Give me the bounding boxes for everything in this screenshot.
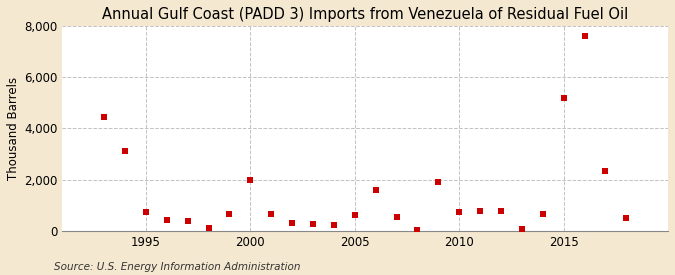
Point (495, 209, 506, 213)
Point (412, 227, 423, 232)
Point (99, 115, 109, 119)
Y-axis label: Thousand Barrels: Thousand Barrels (7, 77, 20, 180)
Point (621, 216, 632, 220)
Point (182, 219, 193, 223)
Point (579, 34, 590, 38)
Point (475, 209, 485, 213)
Point (203, 226, 214, 230)
Point (287, 221, 298, 225)
Point (266, 211, 277, 216)
Point (391, 215, 402, 219)
Point (537, 211, 548, 216)
Point (516, 227, 527, 231)
Point (119, 149, 130, 154)
Point (140, 210, 151, 214)
Point (224, 211, 235, 216)
Point (308, 222, 319, 226)
Text: Source: U.S. Energy Information Administration: Source: U.S. Energy Information Administ… (54, 262, 300, 272)
Point (371, 188, 381, 193)
Point (454, 210, 464, 214)
Point (329, 223, 340, 227)
Title: Annual Gulf Coast (PADD 3) Imports from Venezuela of Residual Fuel Oil: Annual Gulf Coast (PADD 3) Imports from … (102, 7, 628, 22)
Point (600, 169, 611, 174)
Point (350, 213, 360, 217)
Point (558, 95, 569, 100)
Point (161, 218, 172, 222)
Point (433, 180, 443, 184)
Point (245, 178, 256, 182)
